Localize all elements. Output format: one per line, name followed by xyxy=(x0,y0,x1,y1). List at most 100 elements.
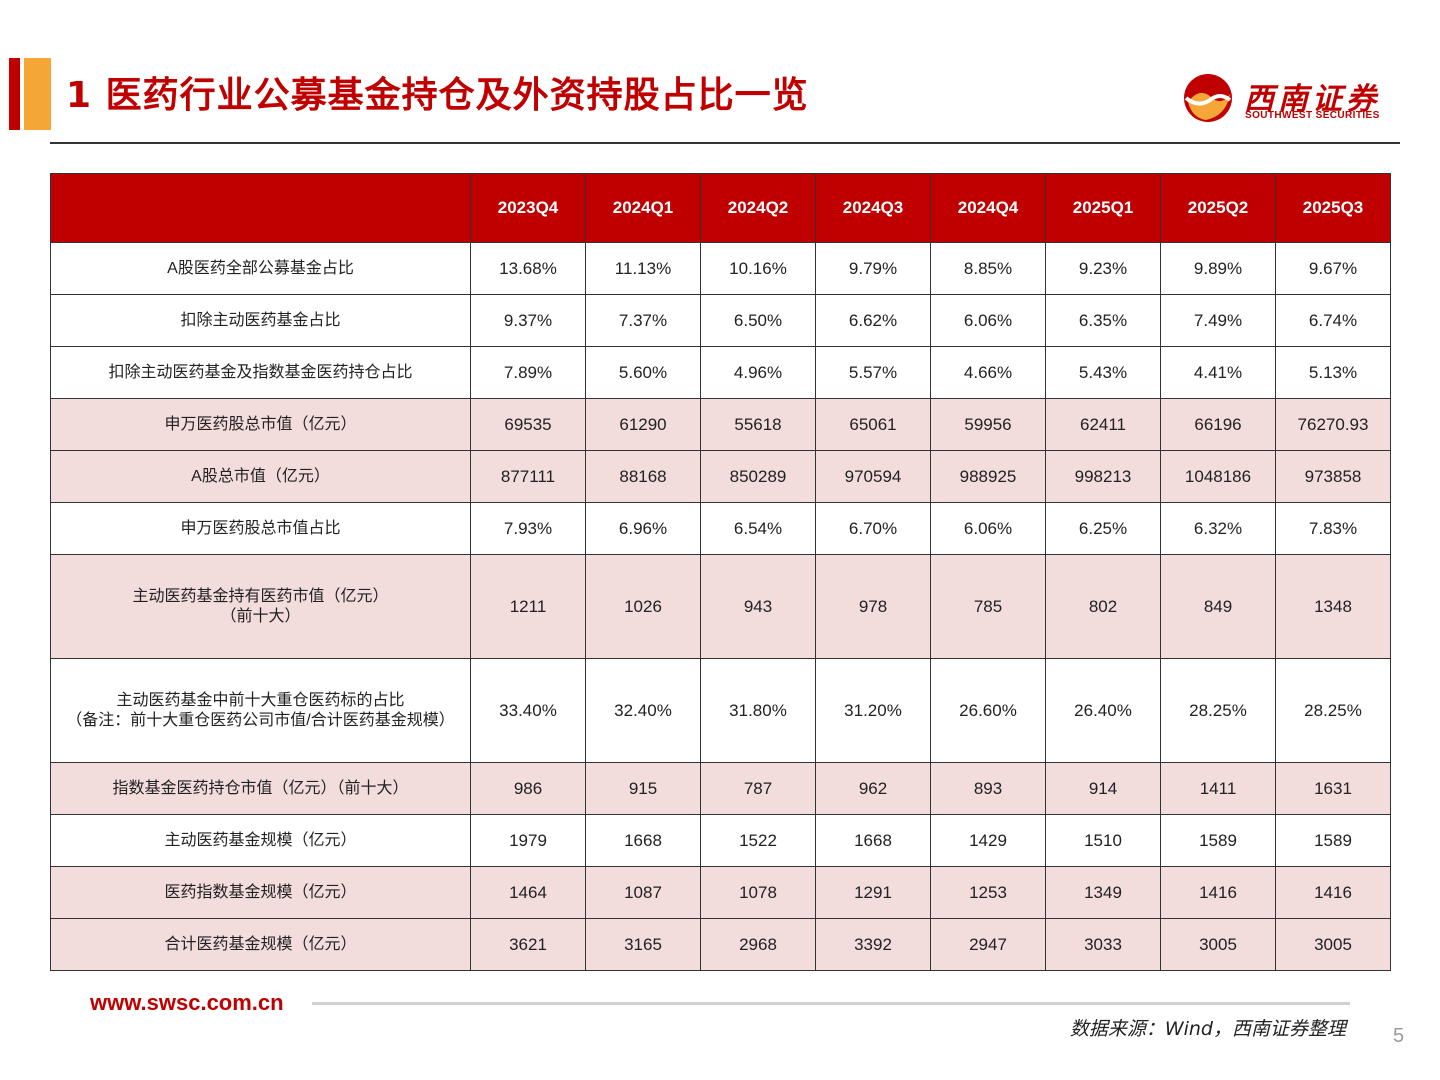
table-cell: 31.80% xyxy=(700,658,816,763)
table-cell: 1026 xyxy=(585,554,701,659)
company-logo: 西南证券 SOUTHWEST SECURITIES xyxy=(1182,72,1397,128)
table-cell: 3621 xyxy=(470,918,586,971)
table-cell: 978 xyxy=(815,554,931,659)
column-header: 2024Q2 xyxy=(700,173,816,243)
table-cell: 1349 xyxy=(1045,866,1161,919)
table-cell: 1464 xyxy=(470,866,586,919)
table-cell: 988925 xyxy=(930,450,1046,503)
table-cell: 1078 xyxy=(700,866,816,919)
table-cell: 65061 xyxy=(815,398,931,451)
table-row: 申万医药股总市值占比 7.93% 6.96% 6.54% 6.70% 6.06%… xyxy=(50,502,1391,555)
table-cell: 69535 xyxy=(470,398,586,451)
table-row: 扣除主动医药基金及指数基金医药持仓占比 7.89% 5.60% 4.96% 5.… xyxy=(50,346,1391,399)
table-cell: 9.23% xyxy=(1045,242,1161,295)
table-cell: 28.25% xyxy=(1275,658,1391,763)
table-cell: 849 xyxy=(1160,554,1276,659)
table-cell: 8.85% xyxy=(930,242,1046,295)
data-source-note: 数据来源：Wind，西南证券整理 xyxy=(1069,1018,1346,1040)
table-cell: 1668 xyxy=(585,814,701,867)
table-cell: 7.93% xyxy=(470,502,586,555)
table-cell: 28.25% xyxy=(1160,658,1276,763)
table-cell: 2947 xyxy=(930,918,1046,971)
table-cell: 5.43% xyxy=(1045,346,1161,399)
table-cell: 9.89% xyxy=(1160,242,1276,295)
table-cell: 88168 xyxy=(585,450,701,503)
table-cell: 6.06% xyxy=(930,502,1046,555)
column-header: 2025Q3 xyxy=(1275,173,1391,243)
header-label-cell xyxy=(50,173,471,243)
table-cell: 1416 xyxy=(1160,866,1276,919)
table-cell: 4.66% xyxy=(930,346,1046,399)
row-label: 医药指数基金规模（亿元） xyxy=(50,866,471,919)
table-row: 主动医药基金规模（亿元） 1979 1668 1522 1668 1429 15… xyxy=(50,814,1391,867)
table-row: A股总市值（亿元） 877111 88168 850289 970594 988… xyxy=(50,450,1391,503)
logo-text-cn: 西南证券 xyxy=(1244,82,1380,117)
table-cell: 1979 xyxy=(470,814,586,867)
table-cell: 26.60% xyxy=(930,658,1046,763)
table-cell: 5.60% xyxy=(585,346,701,399)
page-number: 5 xyxy=(1393,1025,1405,1047)
table-cell: 55618 xyxy=(700,398,816,451)
table-cell: 6.74% xyxy=(1275,294,1391,347)
table-cell: 1668 xyxy=(815,814,931,867)
table-cell: 7.37% xyxy=(585,294,701,347)
table-row: 主动医药基金中前十大重仓医药标的占比 （备注：前十大重仓医药公司市值/合计医药基… xyxy=(50,658,1391,763)
row-label: 申万医药股总市值占比 xyxy=(50,502,471,555)
table-cell: 1253 xyxy=(930,866,1046,919)
table-cell: 6.96% xyxy=(585,502,701,555)
table-cell: 6.25% xyxy=(1045,502,1161,555)
table-cell: 1522 xyxy=(700,814,816,867)
table-cell: 802 xyxy=(1045,554,1161,659)
table-cell: 4.41% xyxy=(1160,346,1276,399)
table-row: 指数基金医药持仓市值（亿元）（前十大） 986 915 787 962 893 … xyxy=(50,762,1391,815)
table-cell: 26.40% xyxy=(1045,658,1161,763)
table-cell: 6.32% xyxy=(1160,502,1276,555)
title-accent-red xyxy=(9,58,20,130)
table-cell: 850289 xyxy=(700,450,816,503)
row-label: 主动医药基金中前十大重仓医药标的占比 （备注：前十大重仓医药公司市值/合计医药基… xyxy=(50,658,471,763)
table-row: 主动医药基金持有医药市值（亿元） （前十大） 1211 1026 943 978… xyxy=(50,554,1391,659)
table-row: 合计医药基金规模（亿元） 3621 3165 2968 3392 2947 30… xyxy=(50,918,1391,971)
table-cell: 973858 xyxy=(1275,450,1391,503)
table-cell: 5.13% xyxy=(1275,346,1391,399)
table-cell: 1348 xyxy=(1275,554,1391,659)
table-cell: 31.20% xyxy=(815,658,931,763)
table-cell: 9.37% xyxy=(470,294,586,347)
table-cell: 6.62% xyxy=(815,294,931,347)
column-header: 2025Q2 xyxy=(1160,173,1276,243)
table-row: 申万医药股总市值（亿元） 69535 61290 55618 65061 599… xyxy=(50,398,1391,451)
table-cell: 61290 xyxy=(585,398,701,451)
table-cell: 3005 xyxy=(1160,918,1276,971)
table-cell: 962 xyxy=(815,762,931,815)
title-divider xyxy=(50,142,1400,144)
table-cell: 1416 xyxy=(1275,866,1391,919)
table-cell: 1048186 xyxy=(1160,450,1276,503)
table-cell: 915 xyxy=(585,762,701,815)
table-cell: 1589 xyxy=(1275,814,1391,867)
table-cell: 11.13% xyxy=(585,242,701,295)
table-cell: 986 xyxy=(470,762,586,815)
footer-url: www.swsc.com.cn xyxy=(90,990,284,1015)
column-header: 2025Q1 xyxy=(1045,173,1161,243)
table-row: 医药指数基金规模（亿元） 1464 1087 1078 1291 1253 13… xyxy=(50,866,1391,919)
table-cell: 3392 xyxy=(815,918,931,971)
table-row: 扣除主动医药基金占比 9.37% 7.37% 6.50% 6.62% 6.06%… xyxy=(50,294,1391,347)
table-header-row: 2023Q4 2024Q1 2024Q2 2024Q3 2024Q4 2025Q… xyxy=(50,173,1391,243)
table-cell: 3165 xyxy=(585,918,701,971)
table-cell: 6.35% xyxy=(1045,294,1161,347)
page-title: 1 医药行业公募基金持仓及外资持股占比一览 xyxy=(66,75,809,116)
table-cell: 1510 xyxy=(1045,814,1161,867)
table-cell: 1631 xyxy=(1275,762,1391,815)
footer-divider xyxy=(312,1002,1350,1005)
row-label: 合计医药基金规模（亿元） xyxy=(50,918,471,971)
column-header: 2024Q1 xyxy=(585,173,701,243)
table-cell: 6.70% xyxy=(815,502,931,555)
table-cell: 998213 xyxy=(1045,450,1161,503)
table-cell: 3033 xyxy=(1045,918,1161,971)
table-cell: 943 xyxy=(700,554,816,659)
row-label: 扣除主动医药基金及指数基金医药持仓占比 xyxy=(50,346,471,399)
table-cell: 13.68% xyxy=(470,242,586,295)
table-cell: 6.50% xyxy=(700,294,816,347)
table-cell: 1211 xyxy=(470,554,586,659)
table-cell: 877111 xyxy=(470,450,586,503)
